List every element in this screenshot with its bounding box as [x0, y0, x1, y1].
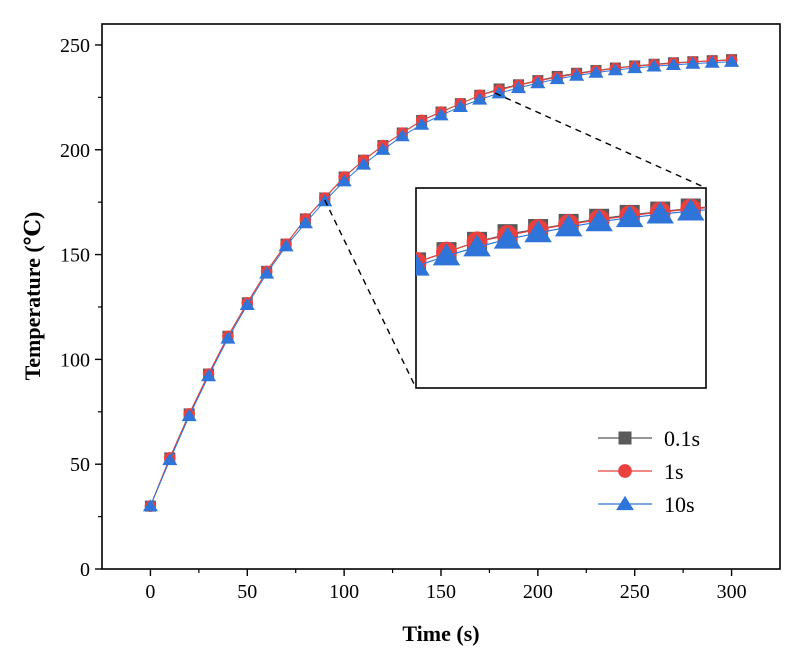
data-point — [491, 86, 507, 99]
legend-marker — [618, 464, 632, 478]
data-point — [711, 196, 731, 216]
data-point — [463, 234, 491, 257]
data-point — [375, 262, 396, 283]
data-point — [708, 196, 736, 218]
series-10s — [142, 54, 740, 512]
data-point — [646, 59, 662, 72]
legend-entry-1s: 1s — [598, 459, 684, 484]
legend: 0.1s 1s 10s — [598, 426, 700, 517]
x-tick-label: 200 — [523, 581, 553, 603]
data-point — [569, 68, 585, 81]
data-point — [297, 216, 313, 229]
data-point — [452, 99, 468, 112]
data-point — [524, 220, 552, 243]
data-point — [259, 266, 275, 279]
inset-content — [372, 196, 736, 287]
data-point — [181, 409, 197, 422]
data-point — [585, 209, 613, 232]
data-point — [372, 265, 400, 287]
data-point — [493, 226, 522, 249]
legend-label: 1s — [664, 459, 684, 484]
data-point — [704, 55, 720, 68]
data-point — [472, 92, 488, 105]
data-point — [627, 61, 643, 74]
data-point — [220, 331, 236, 344]
connector-upper — [494, 92, 707, 189]
x-tick-label: 100 — [329, 581, 359, 603]
x-tick-label: 150 — [426, 581, 456, 603]
legend-entry-0.1s: 0.1s — [598, 426, 700, 451]
data-point — [414, 117, 430, 130]
data-point — [724, 54, 740, 67]
data-point — [554, 214, 583, 237]
y-tick-label: 0 — [80, 559, 90, 581]
data-point — [665, 58, 682, 71]
data-point — [607, 63, 623, 76]
data-point — [530, 76, 546, 89]
zoom-connectors — [324, 92, 707, 389]
data-point — [375, 142, 391, 155]
main-plot-area — [142, 54, 740, 512]
connector-lower — [324, 199, 417, 389]
zoom-inset — [372, 187, 736, 389]
x-tick-label: 300 — [717, 581, 747, 603]
data-point — [142, 499, 158, 512]
legend-label: 10s — [664, 492, 695, 517]
series-10s — [372, 196, 736, 287]
y-tick-label: 50 — [70, 454, 90, 476]
data-point — [416, 253, 430, 276]
legend-label: 0.1s — [664, 426, 700, 451]
legend-entry-10s: 10s — [598, 492, 695, 517]
data-point — [278, 239, 294, 252]
y-axis-title: Temperature (℃) — [20, 212, 45, 381]
data-point — [375, 263, 395, 283]
y-tick-label: 100 — [60, 349, 90, 371]
x-tick-label: 250 — [620, 581, 650, 603]
y-tick-label: 150 — [60, 245, 90, 267]
data-point — [549, 72, 565, 85]
x-axis-title: Time (s) — [402, 621, 479, 646]
y-tick-label: 200 — [60, 140, 90, 162]
x-tick-label: 50 — [237, 581, 257, 603]
data-point — [432, 243, 461, 266]
data-point — [355, 157, 372, 170]
legend-marker — [616, 495, 634, 511]
data-point — [588, 65, 604, 78]
data-point — [711, 196, 732, 217]
data-point — [200, 369, 217, 382]
y-axis: 0 50 100 150 200 250 — [60, 35, 102, 581]
data-point — [646, 201, 674, 224]
data-point — [510, 81, 527, 94]
data-point — [394, 129, 410, 142]
data-point — [336, 174, 352, 187]
data-point — [433, 108, 449, 121]
data-point — [676, 198, 705, 221]
data-point — [162, 453, 178, 466]
legend-marker — [618, 431, 632, 445]
x-axis: 0 50 100 150 200 250 300 — [145, 569, 747, 603]
x-tick-label: 0 — [145, 581, 155, 603]
data-point — [239, 298, 255, 311]
data-point — [685, 56, 701, 69]
data-point — [615, 205, 644, 228]
y-tick-label: 250 — [60, 35, 90, 57]
